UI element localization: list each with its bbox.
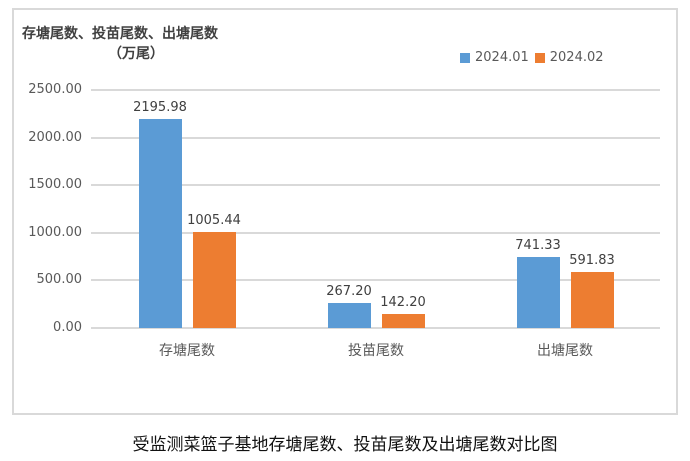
data-label: 1005.44 xyxy=(187,213,241,229)
data-label: 142.20 xyxy=(380,295,426,311)
gridline xyxy=(91,279,660,282)
x-category-label: 出塘尾数 xyxy=(537,343,593,359)
y-axis-title: 存塘尾数、投苗尾数、出塘尾数 （万尾） xyxy=(22,24,262,64)
legend-item-2024-01: 2024.01 xyxy=(460,50,529,65)
bar-2024-02 xyxy=(381,314,425,328)
x-category-label: 存塘尾数 xyxy=(159,343,215,359)
legend-label: 2024.01 xyxy=(475,50,529,65)
bar-2024-01 xyxy=(327,302,371,328)
y-tick-label: 1500.00 xyxy=(28,177,82,193)
bar-2024-01 xyxy=(138,118,182,328)
y-tick-label: 500.00 xyxy=(36,272,83,288)
y-tick-label: 2000.00 xyxy=(28,129,82,145)
x-category-label: 投苗尾数 xyxy=(348,343,404,359)
y-tick-label: 0.00 xyxy=(53,320,82,335)
y-tick-label: 2500.00 xyxy=(28,82,82,97)
gridline xyxy=(91,184,660,187)
y-axis-title-unit: （万尾） xyxy=(108,46,164,62)
bar-2024-01 xyxy=(516,257,560,328)
chart-caption: 受监测菜篮子基地存塘尾数、投苗尾数及出塘尾数对比图 xyxy=(132,435,558,455)
legend-label: 2024.02 xyxy=(549,50,604,65)
legend-swatch-orange xyxy=(534,52,545,63)
bar-2024-02 xyxy=(570,271,614,328)
y-axis-title-line1: 存塘尾数、投苗尾数、出塘尾数 xyxy=(22,26,218,42)
legend: 2024.01 2024.02 xyxy=(460,50,604,65)
gridline xyxy=(91,231,660,234)
data-label: 741.33 xyxy=(515,238,561,254)
gridline xyxy=(91,136,660,139)
data-label: 591.83 xyxy=(569,252,615,268)
chart-frame xyxy=(12,8,678,415)
gridline xyxy=(91,89,660,91)
legend-item-2024-02: 2024.02 xyxy=(534,50,604,65)
legend-swatch-blue xyxy=(460,52,470,63)
data-label: 267.20 xyxy=(326,283,372,299)
gridline xyxy=(91,327,660,329)
y-tick-label: 1000.00 xyxy=(28,224,82,240)
data-label: 2195.98 xyxy=(133,99,187,115)
bar-2024-02 xyxy=(192,232,236,328)
